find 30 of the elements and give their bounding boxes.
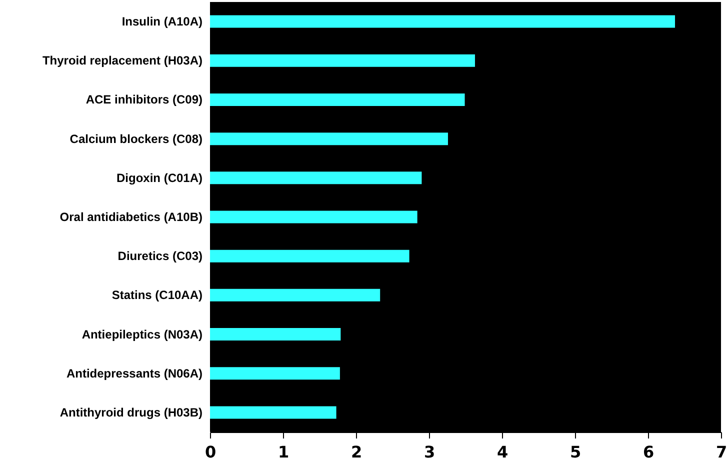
y-tick-label: Insulin (A10A): [122, 14, 203, 29]
bar: [210, 54, 475, 67]
y-tick-label: Thyroid replacement (H03A): [42, 54, 202, 68]
y-tick-label: Digoxin (C01A): [116, 170, 202, 185]
y-tick-label: Oral antidiabetics (A10B): [60, 210, 202, 224]
bar: [210, 406, 336, 419]
x-tick-label: 4: [496, 442, 508, 462]
x-tick-label: 5: [570, 442, 582, 462]
y-tick-label: Antidepressants (N06A): [66, 366, 203, 380]
y-tick-label: Calcium blockers (C08): [70, 132, 202, 146]
bar: [210, 288, 380, 302]
y-tick-label: Antithyroid drugs (H03B): [60, 405, 202, 420]
x-tick-label: 3: [424, 442, 436, 462]
bar: [210, 93, 465, 106]
y-tick-label: ACE inhibitors (C09): [86, 92, 203, 107]
y-tick-label: Antiepileptics (N03A): [82, 327, 202, 342]
bar: [210, 172, 422, 184]
x-tick-label: 0: [204, 442, 216, 462]
x-tick-label: 6: [642, 442, 654, 462]
bar: [210, 250, 410, 262]
x-tick-label: 2: [350, 442, 362, 462]
x-tick-label: 7: [716, 442, 728, 462]
bar: [210, 210, 418, 224]
bar: [210, 132, 448, 146]
y-tick-label: Diuretics (C03): [118, 249, 202, 264]
x-tick-label: 1: [278, 442, 290, 462]
bar: [210, 328, 341, 341]
bar: [210, 15, 676, 28]
y-tick-label: Statins (C10AA): [112, 288, 202, 302]
bar: [210, 367, 340, 380]
